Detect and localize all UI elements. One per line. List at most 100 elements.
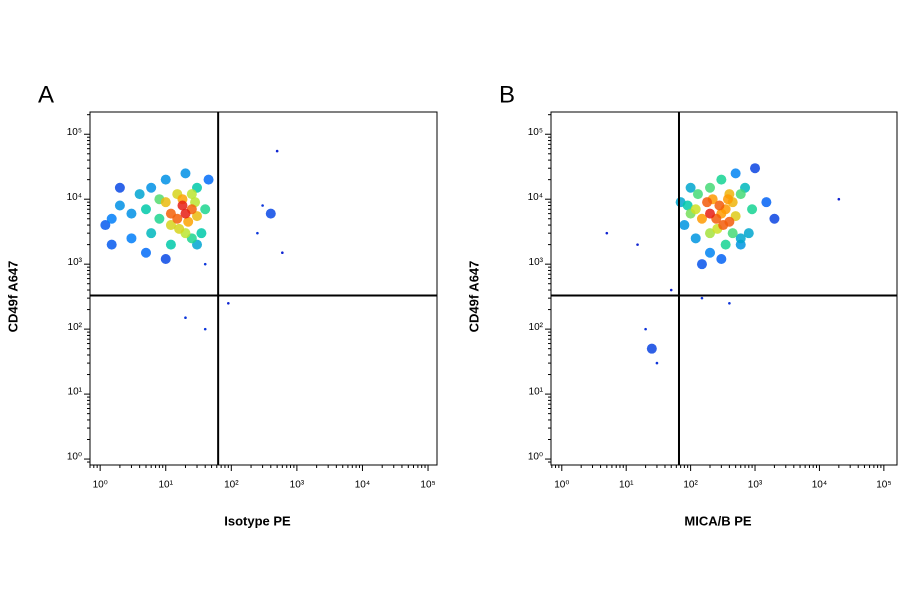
event-dot [735, 233, 746, 244]
event-dot [275, 149, 279, 153]
event-dot [160, 254, 171, 265]
event-dot [265, 208, 276, 219]
event-dot [696, 213, 707, 224]
event-dot [679, 220, 690, 231]
y-axis-label: CD49f A647 [5, 261, 20, 333]
event-dot [728, 301, 731, 305]
event-dot [735, 189, 746, 200]
event-dot [727, 228, 738, 239]
event-dot [769, 213, 780, 224]
event-dot [186, 189, 197, 200]
event-dot [180, 168, 191, 179]
x-tick-label: 10³ [290, 480, 305, 491]
event-dot [747, 204, 758, 215]
event-dot [203, 174, 214, 185]
event-dot [196, 228, 207, 239]
event-dot [126, 208, 137, 219]
x-axis-label: MICA/B PE [684, 513, 752, 528]
event-dot [165, 239, 176, 250]
event-dot [177, 200, 188, 211]
x-tick-label: 10³ [748, 480, 763, 491]
event-dot [106, 239, 117, 250]
x-tick-label: 10¹ [159, 480, 174, 491]
x-tick-label: 10² [683, 480, 698, 491]
event-dot [655, 361, 659, 365]
event-dot [165, 208, 176, 219]
event-dot [705, 247, 716, 258]
event-dot [203, 327, 207, 331]
event-dot [183, 216, 194, 227]
event-dot [700, 296, 704, 300]
x-tick-label: 10² [224, 480, 239, 491]
event-dot [743, 228, 754, 239]
x-tick-label: 10⁰ [554, 480, 569, 491]
y-tick-label: 10² [68, 322, 83, 333]
event-dot [669, 288, 673, 292]
event-dot [140, 247, 151, 258]
event-dot [160, 174, 171, 185]
event-dot [646, 343, 657, 354]
y-tick-label: 10⁰ [528, 452, 543, 463]
panel-label: B [499, 81, 515, 108]
event-dot [716, 174, 727, 185]
event-dot [192, 211, 203, 222]
event-dot [716, 254, 727, 265]
event-dot [690, 204, 701, 215]
x-tick-label: 10¹ [619, 480, 634, 491]
event-dot [685, 182, 696, 193]
event-dot [702, 197, 713, 208]
y-axis-label: CD49f A647 [466, 261, 481, 333]
event-dot [126, 233, 137, 244]
event-dot [714, 200, 725, 211]
event-dot [281, 251, 284, 255]
y-tick-label: 10⁴ [67, 192, 82, 203]
event-dot [134, 189, 145, 200]
event-dot [750, 163, 761, 174]
event-dot [837, 197, 841, 201]
y-tick-label: 10¹ [529, 387, 544, 398]
y-tick-label: 10¹ [68, 387, 83, 398]
y-tick-label: 10⁰ [67, 452, 82, 463]
event-dot [605, 231, 609, 235]
event-dot [705, 182, 716, 193]
event-dot [100, 220, 111, 231]
x-axis-label: Isotype PE [224, 513, 291, 528]
x-tick-label: 10⁴ [355, 480, 370, 491]
event-dot [146, 228, 157, 239]
event-dot [730, 168, 741, 179]
y-tick-label: 10³ [68, 257, 83, 268]
event-dot [690, 233, 701, 244]
x-tick-label: 10⁵ [876, 480, 891, 491]
event-dot [184, 316, 187, 319]
event-dot [200, 204, 211, 215]
y-tick-label: 10⁴ [528, 192, 543, 203]
x-tick-label: 10⁴ [812, 480, 827, 491]
event-dot [114, 182, 125, 193]
event-dot [705, 228, 716, 239]
plot-frame [89, 111, 438, 466]
event-dot [644, 327, 647, 331]
event-dot [140, 204, 151, 215]
event-dot [722, 194, 733, 205]
event-dot [705, 208, 716, 219]
event-dot [203, 262, 207, 266]
panel-label: A [38, 81, 54, 108]
event-dot [718, 220, 729, 231]
event-dot [154, 213, 165, 224]
x-tick-label: 10⁵ [420, 480, 435, 491]
event-dot [160, 197, 171, 208]
event-dot [692, 189, 703, 200]
y-tick-label: 10⁵ [67, 127, 82, 138]
event-dot [261, 204, 264, 207]
event-dot [720, 239, 731, 250]
event-dot [696, 259, 707, 270]
event-dot [227, 301, 230, 305]
y-tick-label: 10³ [529, 257, 544, 268]
event-dot [146, 182, 157, 193]
event-dot [682, 200, 693, 211]
y-tick-label: 10⁵ [528, 127, 543, 138]
event-dot [114, 200, 125, 211]
event-dot [636, 243, 639, 246]
event-dot [180, 208, 191, 219]
